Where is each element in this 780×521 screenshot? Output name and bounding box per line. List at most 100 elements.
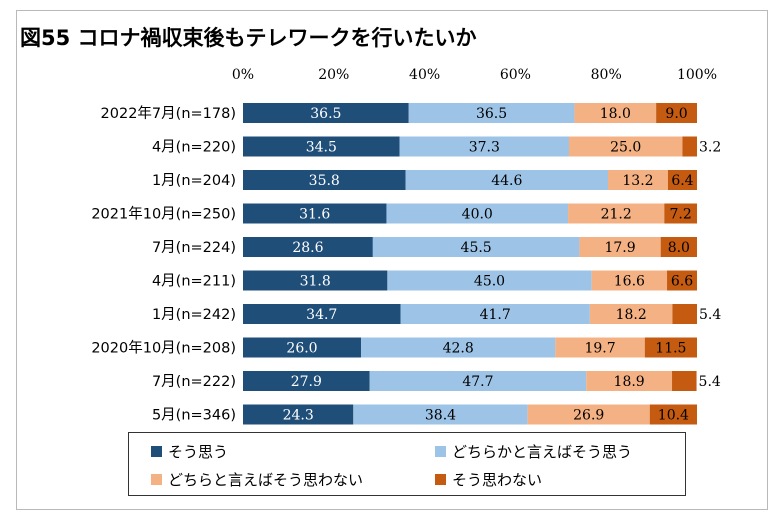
legend-label-3: どちらと言えばそう思わない xyxy=(168,471,364,489)
bar-segment xyxy=(399,136,569,157)
bar-segment xyxy=(568,136,683,157)
bar-segment xyxy=(243,237,373,257)
bar-segment xyxy=(369,371,587,391)
bar-segment xyxy=(568,203,665,224)
bar-segment xyxy=(243,371,370,391)
bar-segment xyxy=(243,136,400,157)
x-axis-ticks: 0% 20% 40% 60% 80% 100% xyxy=(232,67,717,83)
data-label: 6.4 xyxy=(671,173,693,189)
data-label: 45.0 xyxy=(474,274,505,290)
data-label: 18.9 xyxy=(614,374,645,390)
data-label: 40.0 xyxy=(462,207,493,223)
bar-segment xyxy=(243,404,354,425)
data-label: 38.4 xyxy=(425,408,456,424)
legend-item-4: そう思わない xyxy=(435,469,542,490)
bar-segment xyxy=(579,237,661,257)
x-tick-label: 20% xyxy=(318,67,349,83)
data-label: 5.4 xyxy=(699,307,721,323)
bar-segment xyxy=(243,304,401,324)
data-label: 37.3 xyxy=(469,140,500,156)
data-label: 19.7 xyxy=(584,341,615,357)
bar-segment xyxy=(400,304,590,324)
bar-segment xyxy=(672,371,697,391)
bar-segment xyxy=(649,404,697,425)
bar-segment xyxy=(386,203,569,224)
category-label: 1月(n=242) xyxy=(152,307,236,323)
data-label: 31.8 xyxy=(300,274,331,290)
x-tick-label: 0% xyxy=(232,67,254,83)
category-label: 4月(n=211) xyxy=(152,274,236,290)
legend-label-1: そう思う xyxy=(168,443,229,461)
bar-segment xyxy=(243,270,388,291)
bar-segment xyxy=(667,270,697,291)
bar-segment xyxy=(555,337,645,358)
data-label: 31.6 xyxy=(299,207,330,223)
bar-segment xyxy=(667,170,697,190)
bar-segment xyxy=(408,103,575,123)
data-label: 3.2 xyxy=(699,140,721,156)
legend-item-1: そう思う xyxy=(151,441,228,462)
data-label: 17.9 xyxy=(604,240,635,256)
data-label: 6.6 xyxy=(671,274,693,290)
x-tick-label: 100% xyxy=(677,67,717,83)
bar-segment xyxy=(243,203,387,224)
legend-item-3: どちらと言えばそう思わない xyxy=(151,469,363,490)
data-label: 34.7 xyxy=(306,307,337,323)
data-label: 26.9 xyxy=(573,408,604,424)
category-label: 4月(n=220) xyxy=(152,140,236,156)
data-label: 8.0 xyxy=(668,240,690,256)
legend-swatch-4 xyxy=(435,474,446,485)
bar-segment xyxy=(527,404,650,425)
chart-frame xyxy=(16,10,768,510)
legend-swatch-1 xyxy=(151,446,162,457)
bar-segment xyxy=(372,237,580,257)
bar-segment xyxy=(608,170,668,190)
data-label: 10.4 xyxy=(658,408,689,424)
bar-segment xyxy=(656,103,697,123)
category-label: 1月(n=204) xyxy=(152,173,236,189)
data-label: 36.5 xyxy=(310,106,341,122)
bar-segment xyxy=(361,337,556,358)
bar-segment xyxy=(243,103,409,123)
legend-label-2: どちらかと言えばそう思う xyxy=(452,443,633,461)
data-label: 42.8 xyxy=(443,341,474,357)
data-label: 9.0 xyxy=(665,106,687,122)
category-label: 5月(n=346) xyxy=(152,408,236,424)
data-labels: 36.5 36.5 18.0 9.0 34.5 37.3 25.0 3.2 35.8 44.6 13… xyxy=(283,106,722,424)
x-tick-label: 60% xyxy=(500,67,531,83)
bar-segment xyxy=(574,103,657,123)
bar-segment xyxy=(660,237,697,257)
legend-label-4: そう思わない xyxy=(452,471,543,489)
data-label: 13.2 xyxy=(622,173,653,189)
legend: そう思う どちらかと言えばそう思う どちらと言えばそう思わない そう思わない xyxy=(128,432,686,496)
data-label: 24.3 xyxy=(283,408,314,424)
data-label: 27.9 xyxy=(291,374,322,390)
data-label: 7.2 xyxy=(670,207,692,223)
bar-segment xyxy=(243,337,362,358)
category-label: 2020年10月(n=208) xyxy=(91,340,236,357)
legend-item-2: どちらかと言えばそう思う xyxy=(435,441,632,462)
x-tick-label: 80% xyxy=(591,67,622,83)
bars xyxy=(243,103,697,425)
bar-segment xyxy=(591,270,668,291)
legend-swatch-2 xyxy=(435,446,446,457)
data-label: 18.0 xyxy=(600,106,631,122)
chart-title: 図55 コロナ禍収束後もテレワークを行いたいか xyxy=(20,26,477,50)
bar-segment xyxy=(589,304,673,324)
bar-segment xyxy=(586,371,673,391)
bar-segment xyxy=(682,136,697,157)
bar-segment xyxy=(353,404,528,425)
data-label: 25.0 xyxy=(610,140,641,156)
data-label: 5.4 xyxy=(699,374,721,390)
data-label: 11.5 xyxy=(655,341,686,357)
category-label: 7月(n=224) xyxy=(152,240,236,256)
bar-segment xyxy=(387,270,592,291)
data-label: 18.2 xyxy=(616,307,647,323)
bar-segment xyxy=(405,170,609,190)
x-tick-label: 40% xyxy=(409,67,440,83)
bar-segment xyxy=(672,304,697,324)
bar-segment xyxy=(664,203,697,224)
category-label: 2022年7月(n=178) xyxy=(101,105,236,122)
data-label: 45.5 xyxy=(461,240,492,256)
